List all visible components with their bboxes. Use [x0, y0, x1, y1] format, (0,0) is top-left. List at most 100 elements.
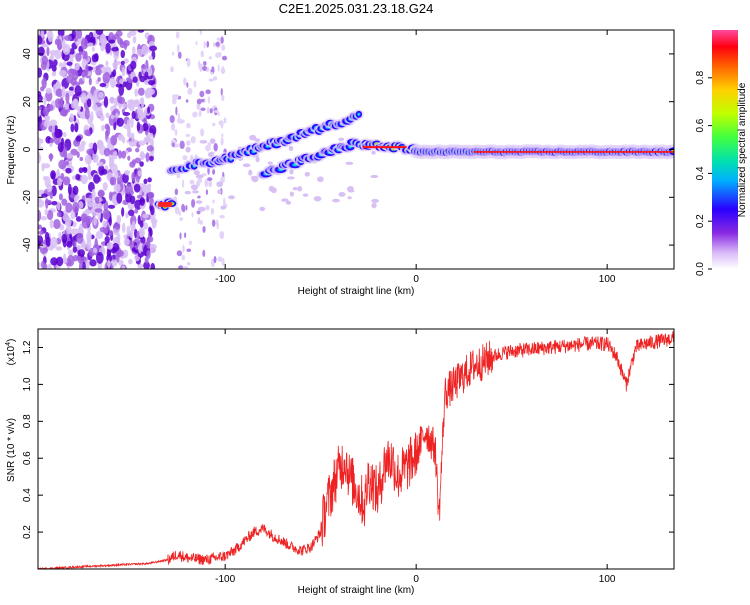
noise-speckle: [146, 145, 154, 152]
mid-speckle: [289, 191, 295, 197]
noise-speckle: [122, 249, 129, 259]
mid-speckle: [345, 161, 354, 165]
noise-speckle: [40, 30, 45, 39]
faint-speckle: [186, 82, 189, 88]
snr-panel: -100 0 100 0.2 0.4 0.6 0.8 1.0 1.2 Height of st…: [5, 328, 675, 596]
faint-speckle: [174, 188, 179, 196]
snr-x-tick-label: 0: [413, 574, 419, 585]
noise-speckle: [137, 112, 145, 121]
noise-speckle: [92, 66, 96, 73]
mid-speckle: [242, 163, 251, 168]
noise-speckle: [80, 140, 86, 147]
mid-speckle: [270, 187, 277, 194]
noise-speckle: [121, 66, 126, 77]
track-blob: [356, 111, 362, 117]
noise-speckle: [56, 201, 61, 211]
noise-speckle: [38, 106, 43, 111]
noise-speckle: [121, 103, 128, 108]
noise-speckle: [139, 228, 145, 238]
faint-speckle: [182, 244, 185, 253]
faint-speckle: [221, 133, 224, 138]
noise-speckle: [105, 112, 110, 119]
faint-speckle: [210, 69, 214, 73]
noise-speckle: [40, 215, 48, 221]
noise-speckle: [65, 224, 72, 235]
noise-speckle: [72, 246, 78, 253]
noise-speckle: [49, 49, 58, 56]
noise-speckle: [86, 231, 92, 243]
noise-speckle: [147, 106, 151, 114]
snr-scale-base: (x10: [6, 345, 17, 365]
noise-speckle: [127, 209, 135, 217]
hot-blob-low: [158, 202, 172, 207]
mid-speckle: [195, 174, 204, 179]
noise-speckle: [110, 114, 115, 120]
noise-speckle: [66, 75, 74, 84]
noise-speckle: [131, 110, 136, 120]
noise-speckle: [61, 39, 66, 52]
noise-speckle: [99, 114, 105, 122]
noise-speckle: [85, 259, 90, 269]
noise-speckle: [120, 49, 126, 59]
noise-speckle: [137, 30, 145, 33]
noise-speckle: [111, 47, 119, 52]
faint-speckle: [195, 180, 201, 187]
faint-speckle: [174, 206, 180, 215]
faint-speckle: [205, 89, 211, 95]
faint-speckle: [205, 189, 209, 196]
noise-speckle: [86, 98, 92, 108]
noise-speckle: [55, 88, 63, 97]
noise-speckle: [139, 220, 144, 228]
noise-speckle: [118, 150, 122, 159]
faint-speckle: [173, 94, 179, 100]
faint-speckle: [217, 111, 220, 117]
faint-speckle: [199, 30, 203, 35]
faint-speckle: [169, 115, 175, 124]
noise-speckle: [115, 112, 119, 119]
mid-speckle: [251, 176, 259, 183]
noise-speckle: [112, 151, 118, 160]
noise-speckle: [134, 208, 139, 214]
noise-speckle: [93, 217, 98, 226]
faint-speckle: [223, 117, 227, 124]
noise-speckle: [58, 62, 64, 68]
spectrogram-y-label: Frequency (Hz): [6, 116, 17, 185]
noise-speckle: [115, 83, 123, 88]
noise-speckle: [79, 261, 83, 269]
noise-speckle: [116, 117, 124, 127]
noise-speckle: [46, 184, 53, 193]
noise-speckle: [65, 153, 74, 159]
noise-speckle: [65, 216, 72, 228]
faint-speckle: [177, 113, 180, 119]
mid-speckle: [267, 161, 273, 165]
mid-speckle: [297, 186, 303, 192]
noise-speckle: [113, 33, 120, 40]
noise-speckle: [123, 234, 128, 239]
noise-speckle: [38, 35, 43, 45]
noise-speckle: [49, 119, 58, 127]
mid-speckle: [285, 200, 292, 205]
faint-speckle: [207, 177, 213, 182]
mid-speckle: [370, 174, 379, 179]
noise-speckle: [99, 226, 107, 233]
spectrogram-y-tick-label: -20: [22, 190, 33, 205]
noise-speckle: [44, 199, 52, 204]
noise-speckle: [121, 265, 126, 269]
noise-speckle: [98, 140, 104, 149]
noise-speckle: [93, 174, 101, 184]
noise-speckle: [56, 168, 60, 178]
faint-speckle: [218, 258, 223, 262]
spectrogram-heat: [38, 30, 674, 269]
noise-speckle: [103, 96, 109, 108]
noise-speckle: [62, 131, 67, 138]
noise-speckle: [106, 124, 111, 136]
noise-speckle: [38, 224, 43, 230]
noise-speckle: [113, 97, 117, 110]
noise-speckle: [111, 242, 120, 253]
noise-speckle: [70, 211, 76, 220]
faint-speckle: [183, 77, 187, 86]
noise-speckle: [129, 229, 134, 238]
noise-speckle: [90, 36, 96, 43]
noise-speckle: [53, 59, 58, 67]
faint-speckle: [204, 178, 209, 188]
